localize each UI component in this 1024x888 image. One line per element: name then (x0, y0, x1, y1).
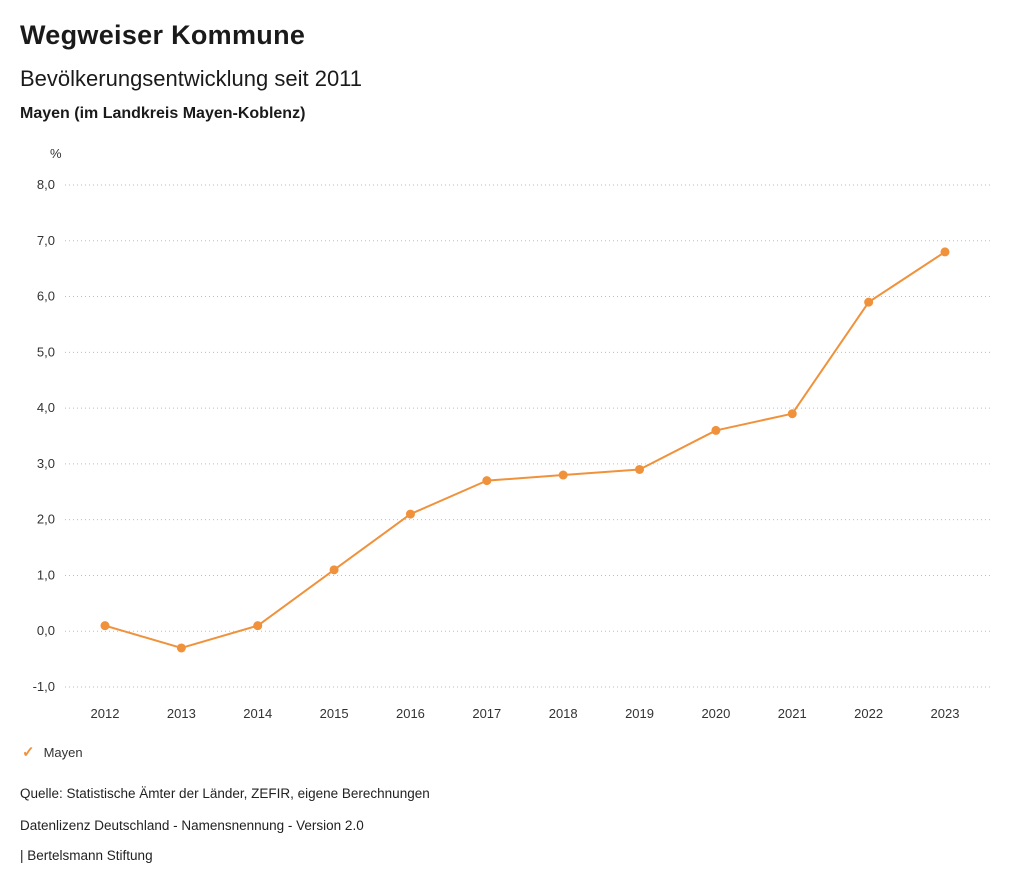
x-tick-label: 2012 (91, 706, 120, 721)
x-tick-label: 2022 (854, 706, 883, 721)
y-tick-label: 8,0 (37, 177, 55, 192)
y-tick-label: 1,0 (37, 567, 55, 582)
y-tick-label: 3,0 (37, 456, 55, 471)
x-tick-label: 2019 (625, 706, 654, 721)
x-tick-label: 2023 (931, 706, 960, 721)
region-label: Mayen (im Landkreis Mayen-Koblenz) (20, 105, 306, 122)
data-point[interactable] (558, 470, 568, 480)
legend: ✓ Mayen (22, 745, 83, 760)
data-point[interactable] (940, 247, 950, 257)
source-text: Quelle: Statistische Ämter der Länder, Z… (20, 786, 430, 801)
y-axis-unit-label: % (50, 146, 62, 161)
data-point[interactable] (864, 297, 874, 307)
data-point[interactable] (329, 565, 339, 575)
x-tick-label: 2021 (778, 706, 807, 721)
x-tick-label: 2018 (549, 706, 578, 721)
chart-subtitle: Bevölkerungsentwicklung seit 2011 (20, 66, 363, 91)
data-point[interactable] (176, 643, 186, 653)
x-tick-label: 2014 (243, 706, 272, 721)
y-tick-label: 7,0 (37, 233, 55, 248)
y-tick-label: 0,0 (37, 623, 55, 638)
data-point[interactable] (253, 621, 263, 631)
x-tick-label: 2015 (320, 706, 349, 721)
legend-item-mayen[interactable]: Mayen (43, 745, 83, 760)
y-tick-label: 2,0 (37, 512, 55, 527)
data-point[interactable] (405, 509, 415, 519)
attribution-text: | Bertelsmann Stiftung (20, 848, 153, 863)
x-tick-label: 2017 (472, 706, 501, 721)
y-tick-label: -1,0 (33, 679, 55, 694)
data-point[interactable] (100, 621, 110, 631)
y-tick-label: 6,0 (37, 289, 55, 304)
trend-line (104, 250, 946, 649)
page-title: Wegweiser Kommune (20, 20, 306, 50)
data-point[interactable] (635, 464, 645, 474)
x-tick-label: 2013 (167, 706, 196, 721)
data-point[interactable] (711, 425, 721, 435)
data-point[interactable] (482, 476, 492, 486)
data-point[interactable] (787, 409, 797, 419)
legend-check-icon: ✓ (22, 744, 35, 761)
license-text: Datenlizenz Deutschland - Namensnennung … (20, 818, 364, 833)
x-tick-label: 2020 (701, 706, 730, 721)
y-tick-label: 4,0 (37, 400, 55, 415)
x-tick-label: 2016 (396, 706, 425, 721)
y-tick-label: 5,0 (37, 344, 55, 359)
